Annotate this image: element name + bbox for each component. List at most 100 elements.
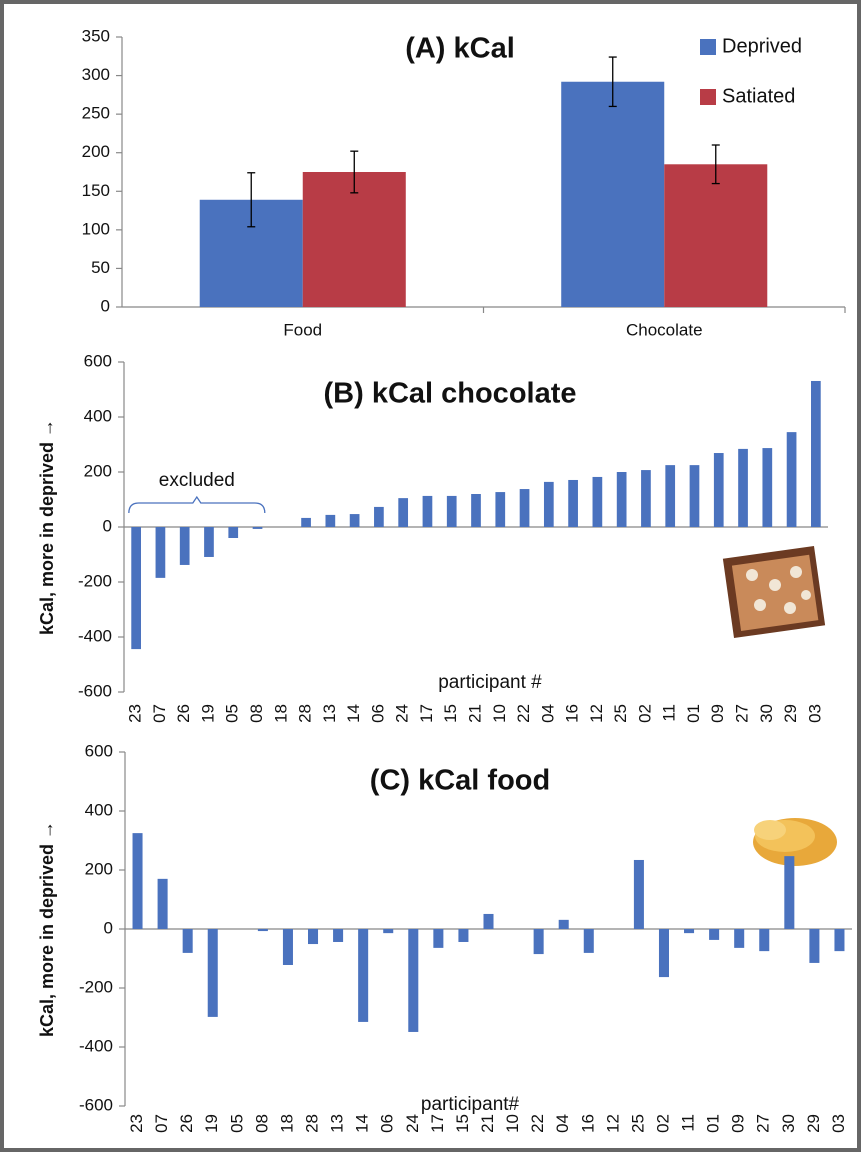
y-tick-label: 300 <box>82 65 110 84</box>
y-tick-label: 0 <box>101 296 110 315</box>
x-tick-label: 11 <box>660 704 679 722</box>
x-tick-label: 02 <box>635 704 654 723</box>
x-tick-label: 15 <box>441 704 460 723</box>
bar <box>408 929 418 1032</box>
bar <box>520 489 530 527</box>
bar <box>809 929 819 963</box>
bar <box>325 515 335 527</box>
x-tick-label: 05 <box>227 1114 246 1133</box>
x-tick-label: 07 <box>150 704 169 723</box>
x-tick-label: 13 <box>328 1114 347 1133</box>
x-tick-label: 09 <box>708 704 727 723</box>
bar <box>180 527 190 565</box>
bar <box>617 472 627 527</box>
bar <box>133 833 143 929</box>
y-tick-label: 350 <box>82 26 110 45</box>
y-axis-label: kCal, more in deprived → <box>37 821 57 1037</box>
y-tick-label: 200 <box>84 461 112 480</box>
y-tick-label: -200 <box>79 977 113 996</box>
x-tick-label: 15 <box>453 1114 472 1133</box>
page: (A) kCal050100150200250300350FoodChocola… <box>0 0 861 1152</box>
bar <box>684 929 694 933</box>
chart-title: (C) kCal food <box>370 765 550 797</box>
legend-swatch <box>700 39 716 55</box>
x-axis-label: participant# <box>421 1094 520 1115</box>
bar <box>784 856 794 929</box>
y-tick-label: 0 <box>103 516 112 535</box>
bar <box>534 929 544 954</box>
bar <box>183 929 193 953</box>
y-tick-label: 100 <box>82 219 110 238</box>
bar <box>483 914 493 929</box>
x-tick-label: 25 <box>628 1114 647 1133</box>
x-tick-label: 11 <box>679 1114 698 1132</box>
x-tick-label: 29 <box>804 1114 823 1133</box>
bar <box>568 480 578 527</box>
bar <box>358 929 368 1022</box>
bar <box>374 507 384 527</box>
bar <box>308 929 318 944</box>
y-tick-label: 400 <box>85 800 113 819</box>
bar <box>690 465 700 527</box>
bar <box>253 527 263 529</box>
x-tick-label: 19 <box>202 1114 221 1133</box>
x-tick-label: 25 <box>611 704 630 723</box>
x-tick-label: 14 <box>344 704 363 723</box>
x-tick-label: 24 <box>403 1114 422 1133</box>
bar <box>759 929 769 951</box>
y-tick-label: 250 <box>82 104 110 123</box>
figure: (A) kCal050100150200250300350FoodChocola… <box>0 0 861 1152</box>
x-tick-label: 17 <box>417 704 436 723</box>
bar <box>208 929 218 1017</box>
annotation: excluded <box>159 470 235 491</box>
x-tick-label: 26 <box>174 704 193 723</box>
y-tick-label: -600 <box>79 1095 113 1114</box>
x-tick-label: 23 <box>126 704 145 723</box>
x-tick-label: 07 <box>152 1114 171 1133</box>
bar <box>333 929 343 942</box>
food-image <box>753 818 837 866</box>
x-tick-label: 18 <box>277 1114 296 1133</box>
x-tick-label: 23 <box>127 1114 146 1133</box>
x-tick-label: 27 <box>733 704 752 723</box>
x-axis-label: participant # <box>438 672 542 693</box>
x-tick-label: 16 <box>563 704 582 723</box>
legend-label: Deprived <box>722 35 802 57</box>
y-tick-label: 400 <box>84 406 112 425</box>
x-tick-label: 26 <box>177 1114 196 1133</box>
bar <box>383 929 393 933</box>
y-tick-label: 50 <box>91 258 110 277</box>
bar <box>709 929 719 940</box>
bar <box>301 518 311 527</box>
x-tick-label: 12 <box>587 704 606 723</box>
bar <box>834 929 844 951</box>
x-tick-label: 04 <box>553 1114 572 1133</box>
bar <box>447 496 457 527</box>
x-tick-label: 09 <box>729 1114 748 1133</box>
y-tick-label: 200 <box>82 142 110 161</box>
bar <box>664 164 767 307</box>
x-tick-label: 22 <box>528 1114 547 1133</box>
bar <box>762 448 772 527</box>
bar <box>738 449 748 527</box>
bar <box>471 494 481 527</box>
x-tick-label: 08 <box>247 704 266 723</box>
chart-title: (A) kCal <box>405 33 515 65</box>
y-tick-label: 600 <box>85 741 113 760</box>
bar <box>787 432 797 527</box>
x-tick-label: 10 <box>503 1114 522 1133</box>
y-tick-label: 200 <box>85 859 113 878</box>
x-tick-label: 03 <box>805 704 824 723</box>
bar <box>495 492 505 527</box>
x-tick-label: 06 <box>378 1114 397 1133</box>
y-tick-label: 600 <box>84 351 112 370</box>
x-tick-label: 01 <box>704 1114 723 1133</box>
chocolate-image <box>723 546 825 638</box>
bar <box>811 381 821 527</box>
x-tick-label: 04 <box>538 704 557 723</box>
x-tick-label: 05 <box>223 704 242 723</box>
x-tick-label: 30 <box>757 704 776 723</box>
bar <box>283 929 293 965</box>
x-tick-label: 28 <box>296 704 315 723</box>
bar <box>714 453 724 527</box>
